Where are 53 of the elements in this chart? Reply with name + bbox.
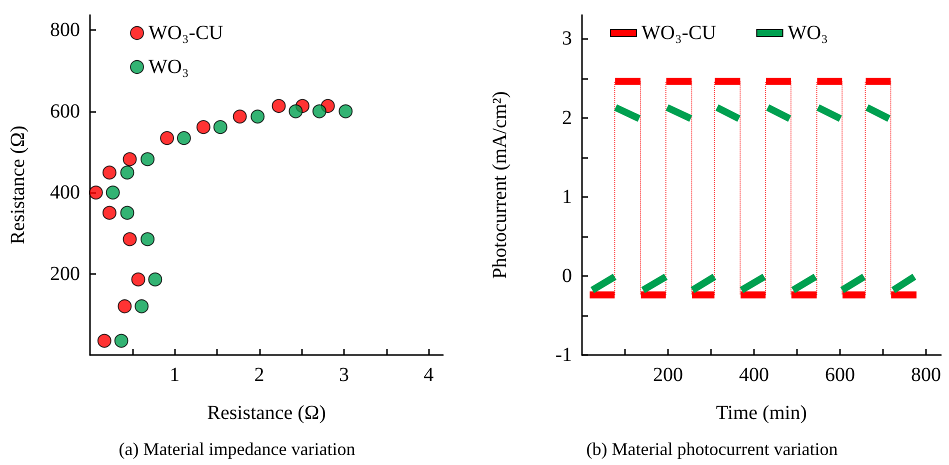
- legend-label: WO₃-CU: [642, 22, 717, 44]
- legend-label: WO₃: [788, 22, 828, 44]
- x-tick-label: 2: [254, 364, 264, 386]
- point: [102, 166, 116, 180]
- text: (a) Material impedance variation: [118, 439, 356, 459]
- y-tick-label: 1: [562, 186, 572, 208]
- y-tick-label: 400: [50, 182, 80, 204]
- legend-label: WO₃: [148, 56, 189, 78]
- point: [106, 186, 120, 200]
- point: [122, 152, 137, 166]
- legend-label: WO₃-CU: [148, 22, 224, 44]
- point: [288, 104, 303, 118]
- point: [312, 104, 326, 118]
- x-tick-label: 200: [652, 364, 683, 386]
- point: [338, 104, 353, 118]
- point: [134, 299, 149, 314]
- x-tick-label: 600: [824, 364, 855, 386]
- point: [148, 272, 162, 286]
- y-tick-label: 0: [562, 264, 572, 287]
- point: [272, 98, 286, 113]
- point: [97, 334, 112, 348]
- y-axis-title: Resistance (Ω): [7, 126, 29, 244]
- point: [232, 110, 247, 124]
- text: (b) Material photocurrent variation: [586, 439, 838, 459]
- point: [250, 110, 265, 124]
- x-tick-label: 400: [738, 364, 769, 386]
- x-tick-label: 1: [170, 364, 180, 386]
- point: [213, 120, 228, 134]
- point: [102, 206, 116, 220]
- x-tick-label: 3: [338, 364, 349, 386]
- x-tick-label: 4: [424, 364, 434, 386]
- x-tick-label: 800: [910, 364, 941, 386]
- point: [176, 131, 191, 146]
- point: [131, 272, 146, 286]
- x-axis-title: Resistance (Ω): [207, 402, 326, 424]
- point: [122, 232, 137, 246]
- y-tick-label: 2: [562, 106, 572, 129]
- y-tick-label: -1: [555, 344, 572, 366]
- point: [114, 334, 128, 348]
- x-axis-title: Time (min): [716, 402, 807, 424]
- y-tick-label: 600: [50, 100, 80, 122]
- point: [160, 131, 174, 146]
- y-tick-label: 800: [50, 19, 80, 42]
- point: [120, 166, 134, 180]
- point: [196, 120, 210, 134]
- point: [120, 206, 134, 220]
- point: [88, 186, 103, 200]
- point: [140, 152, 155, 166]
- point: [118, 299, 132, 314]
- point: [140, 232, 155, 246]
- y-tick-label: 200: [50, 262, 80, 285]
- y-axis-title: Photocurrent (mA/cm²): [489, 91, 511, 279]
- y-tick-label: 3: [562, 28, 572, 50]
